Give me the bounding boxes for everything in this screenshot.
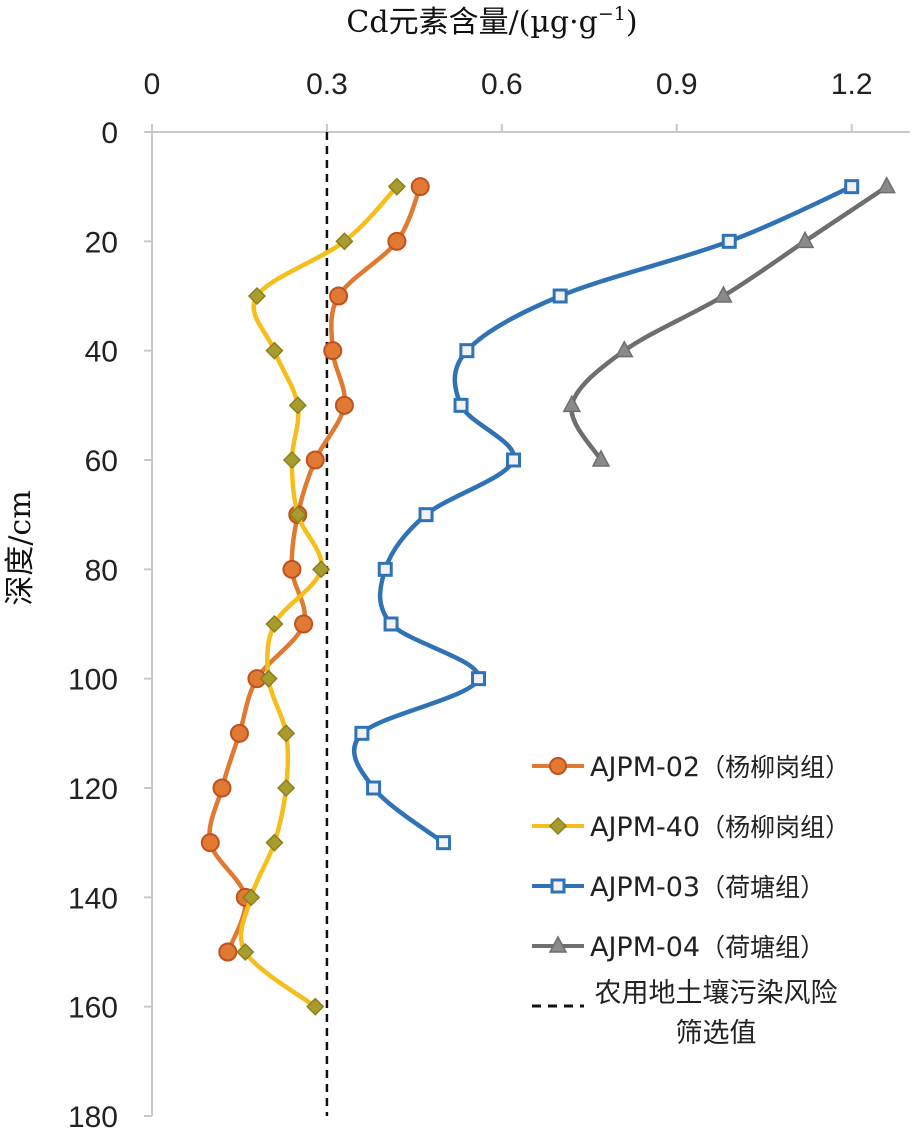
- series-ajpm-03: [351, 179, 860, 851]
- legend-label-reference-line1: 农用地土壤污染风险: [595, 978, 838, 1009]
- data-point-ajpm-02: [200, 833, 220, 853]
- data-point-ajpm-02: [387, 231, 407, 251]
- data-point-ajpm-04: [615, 340, 634, 358]
- data-point-ajpm-03: [383, 616, 399, 632]
- legend-marker-ajpm-04: [548, 935, 568, 953]
- legend-marker-ajpm-03: [550, 878, 566, 894]
- legend-label-ajpm-03: AJPM-03（荷塘组）: [590, 872, 825, 903]
- x-tick-label: 1.2: [831, 68, 873, 101]
- y-tick-label: 80: [85, 554, 118, 587]
- data-point-ajpm-02: [282, 559, 302, 579]
- x-axis-title-close: ): [626, 5, 638, 40]
- legend-label-ajpm-03-group: （荷塘组）: [700, 873, 825, 902]
- legend-label-ajpm-40-group: （杨柳岗组）: [700, 813, 850, 842]
- legend-item-ajpm-40: AJPM-40（杨柳岗组）: [532, 812, 850, 843]
- data-point-ajpm-40: [259, 669, 278, 688]
- series-ajpm-40: [236, 177, 406, 1016]
- legend-item-reference: 农用地土壤污染风险 筛选值: [532, 978, 838, 1049]
- data-point-ajpm-04: [591, 449, 611, 467]
- data-point-ajpm-40: [288, 505, 307, 524]
- data-point-ajpm-03: [366, 780, 382, 796]
- data-point-ajpm-40: [265, 341, 284, 360]
- data-point-ajpm-04: [562, 394, 582, 413]
- data-point-ajpm-03: [721, 233, 737, 249]
- data-point-ajpm-40: [277, 724, 296, 743]
- legend-label-ajpm-04: AJPM-04（荷塘组）: [590, 932, 825, 963]
- series-line-ajpm-04: [569, 184, 889, 463]
- data-point-ajpm-02: [305, 450, 325, 470]
- legend-item-ajpm-04: AJPM-04（荷塘组）: [532, 932, 825, 963]
- legend-label-ajpm-04-group: （荷塘组）: [700, 933, 825, 962]
- legend-label-ajpm-03-id: AJPM-03: [590, 872, 700, 903]
- data-point-ajpm-40: [312, 560, 331, 579]
- data-point-ajpm-03: [453, 397, 469, 413]
- data-point-ajpm-03: [844, 179, 860, 195]
- y-axis-title: 深度/cm: [3, 490, 38, 605]
- x-tick-label: 0.9: [656, 68, 698, 101]
- data-point-ajpm-03: [459, 343, 475, 359]
- data-point-ajpm-40: [236, 942, 255, 962]
- x-axis-title-main: Cd元素含量/(µg·g: [346, 5, 597, 40]
- data-point-ajpm-40: [265, 833, 284, 852]
- data-point-ajpm-40: [242, 888, 261, 907]
- y-tick-label: 100: [68, 664, 118, 697]
- x-axis-title-sup: −1: [598, 3, 626, 25]
- x-tick-label: 0.3: [306, 68, 348, 101]
- data-point-ajpm-02: [212, 778, 232, 798]
- legend-item-ajpm-03: AJPM-03（荷塘组）: [532, 872, 825, 903]
- legend-label-ajpm-40: AJPM-40（杨柳岗组）: [590, 812, 850, 843]
- data-point-ajpm-03: [418, 507, 434, 523]
- data-point-ajpm-03: [471, 671, 487, 687]
- data-point-ajpm-03: [354, 725, 370, 741]
- data-point-ajpm-02: [410, 177, 430, 197]
- data-point-ajpm-40: [247, 286, 267, 306]
- data-point-ajpm-03: [436, 835, 452, 851]
- y-tick-label: 160: [68, 992, 118, 1025]
- data-point-ajpm-40: [265, 614, 284, 634]
- legend-label-ajpm-02: AJPM-02（杨柳岗组）: [590, 752, 850, 783]
- data-point-ajpm-40: [277, 778, 296, 798]
- series-ajpm-04: [562, 176, 896, 467]
- data-point-ajpm-04: [714, 285, 733, 303]
- legend: AJPM-02（杨柳岗组） AJPM-40（杨柳岗组） AJPM-03（荷塘组）…: [532, 752, 850, 1049]
- legend-label-ajpm-02-id: AJPM-02: [590, 752, 700, 783]
- data-point-ajpm-02: [329, 286, 349, 306]
- x-tick-label: 0.6: [481, 68, 523, 101]
- y-tick-label: 40: [85, 336, 118, 369]
- data-point-ajpm-40: [288, 396, 307, 415]
- legend-label-ajpm-04-id: AJPM-04: [590, 932, 700, 963]
- legend-marker-ajpm-40: [548, 816, 568, 836]
- y-tick-label: 140: [68, 882, 118, 915]
- axes: 0 0.3 0.6 0.9 1.2 0 20 40 60 80 100 120 140 160 180: [68, 68, 910, 1134]
- y-tick-label: 0: [101, 117, 118, 150]
- legend-item-ajpm-02: AJPM-02（杨柳岗组）: [532, 752, 850, 783]
- data-point-ajpm-03: [552, 288, 568, 304]
- data-point-ajpm-04: [795, 230, 815, 249]
- legend-label-ajpm-02-group: （杨柳岗组）: [700, 753, 850, 782]
- y-tick-label: 180: [68, 1101, 118, 1134]
- y-tick-label: 20: [85, 226, 118, 259]
- legend-label-reference-line2: 筛选值: [676, 1018, 757, 1049]
- series-line-ajpm-40: [238, 184, 400, 1009]
- x-axis-title: Cd元素含量/(µg·g−1): [346, 3, 637, 40]
- data-point-ajpm-02: [229, 723, 249, 743]
- data-point-ajpm-04: [877, 176, 896, 194]
- data-point-ajpm-03: [506, 452, 522, 468]
- data-point-ajpm-02: [323, 341, 343, 361]
- data-point-ajpm-02: [294, 614, 314, 634]
- data-point-ajpm-02: [334, 395, 354, 415]
- data-point-ajpm-40: [387, 177, 406, 196]
- legend-label-ajpm-40-id: AJPM-40: [590, 812, 700, 843]
- data-point-ajpm-40: [335, 232, 354, 251]
- data-point-ajpm-40: [282, 450, 301, 470]
- legend-marker-ajpm-02: [549, 757, 567, 775]
- series-group: [200, 176, 896, 1016]
- data-point-ajpm-03: [377, 561, 393, 577]
- data-point-ajpm-02: [218, 942, 238, 962]
- y-tick-label: 120: [68, 773, 118, 806]
- y-tick-label: 60: [85, 445, 118, 478]
- data-point-ajpm-40: [306, 997, 325, 1016]
- x-tick-label: 0: [144, 68, 161, 101]
